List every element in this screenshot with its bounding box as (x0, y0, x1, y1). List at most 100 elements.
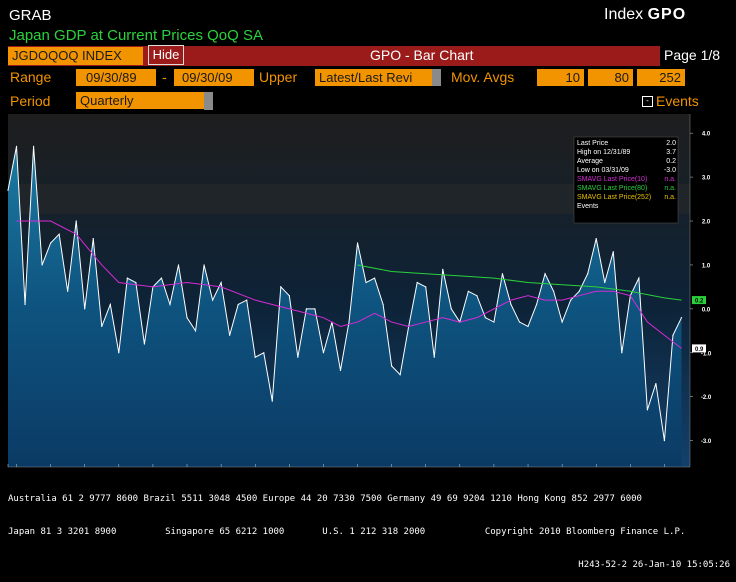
legend-label: SMAVG Last Price(252) (577, 194, 652, 201)
y-tick-label: 1.0 (702, 263, 711, 269)
y-tick-label: -1.0 (701, 351, 712, 357)
data-point-last-price (220, 281, 222, 284)
data-point-last-price (646, 409, 648, 411)
data-point-last-price (246, 299, 248, 301)
data-point-last-price (433, 356, 435, 358)
data-point-last-price (58, 233, 60, 235)
mov-avg-2-field[interactable]: 80 (588, 69, 633, 86)
data-point-last-price (484, 317, 486, 319)
data-point-last-price (15, 145, 18, 147)
chart-area: 4.03.02.01.00.0-1.0-2.0-3.00.20.99199019… (7, 114, 712, 468)
series-line-last-price (7, 146, 682, 441)
range-end-field[interactable]: 09/30/09 (174, 69, 254, 86)
legend-text: Last Price 2.0 High on 12/31/89 3.7 Average 0… (577, 139, 676, 211)
period-dropdown-handle[interactable] (204, 92, 213, 110)
index-prefix: Index (604, 6, 644, 23)
legend-label: Low on 03/31/09 (577, 167, 629, 174)
range-dash: - (162, 69, 167, 85)
data-point-last-price (177, 264, 180, 266)
data-point-last-price (416, 281, 418, 284)
mov-avgs-label: Mov. Avgs (451, 69, 515, 85)
function-bar (8, 46, 730, 66)
data-point-last-price (382, 303, 384, 306)
data-point-last-price (271, 400, 273, 402)
data-point-last-price (92, 237, 94, 240)
data-point-last-price (570, 299, 572, 301)
y-tick-label: 0.0 (702, 307, 711, 313)
mov-avg-3-field[interactable]: 252 (637, 69, 685, 86)
data-point-last-price (75, 220, 77, 222)
data-point-last-price (32, 145, 35, 147)
legend-value: 2.0 (666, 140, 676, 147)
data-point-last-price (212, 299, 214, 301)
range-start-field[interactable]: 09/30/89 (76, 69, 156, 86)
data-point-last-price (84, 308, 86, 310)
value-tag-bg (692, 296, 706, 305)
data-point-last-price (373, 277, 376, 279)
legend-value: -3.0 (663, 167, 676, 174)
index-header: Index GPO (604, 6, 686, 24)
chart-legend (573, 136, 679, 224)
data-point-last-price (118, 352, 120, 354)
data-point-last-price (126, 277, 128, 279)
legend-label: Events (577, 203, 599, 210)
data-point-last-price (587, 273, 589, 275)
legend-label: Last Price (577, 140, 609, 147)
data-point-last-price (544, 273, 546, 275)
data-point-last-price (348, 321, 350, 323)
period-label: Period (10, 93, 51, 109)
data-point-last-price (194, 330, 197, 332)
legend-label: SMAVG Last Price(80) (577, 185, 648, 192)
data-point-last-price (237, 303, 239, 306)
upper-dropdown-handle[interactable] (432, 69, 441, 86)
upper-select[interactable]: Latest/Last Revi (315, 69, 432, 86)
data-point-last-price (527, 325, 529, 328)
hide-button[interactable]: Hide (148, 45, 184, 65)
data-point-last-price (135, 281, 137, 284)
data-point-last-price (101, 325, 103, 328)
data-point-last-price (612, 251, 614, 253)
period-select[interactable]: Quarterly (76, 92, 204, 109)
chart-title: GPO - Bar Chart (370, 47, 474, 63)
legend-row: SMAVG Last Price(252) n.a. (577, 193, 676, 202)
legend-row: Events (577, 202, 676, 211)
events-checkbox[interactable]: - (642, 96, 653, 107)
security-field[interactable]: JGDOQOQ INDEX (8, 47, 143, 65)
page-title: Japan GDP at Current Prices QoQ SA (9, 27, 263, 44)
data-point-last-price (638, 277, 640, 279)
y-tick-label: 3.0 (702, 176, 711, 182)
upper-label: Upper (259, 69, 298, 85)
data-point-last-price (41, 264, 43, 266)
data-point-last-price (501, 273, 504, 275)
legend-row: SMAVG Last Price(80) n.a. (577, 184, 676, 193)
events-label: Events (656, 93, 699, 109)
legend-row: Last Price 2.0 (577, 139, 676, 148)
data-point-last-price (442, 268, 444, 270)
data-point-last-price (288, 295, 290, 297)
legend-row: Average 0.2 (577, 157, 676, 166)
legend-value: n.a. (664, 185, 676, 192)
data-point-last-price (160, 277, 163, 279)
data-point-last-price (655, 382, 657, 385)
grab-label: GRAB (9, 7, 52, 24)
series-area-last-price (8, 146, 682, 467)
data-point-last-price (143, 343, 145, 345)
data-point-last-price (621, 352, 623, 354)
data-point-last-price (578, 290, 580, 292)
data-point-last-price (314, 308, 316, 310)
data-point-last-price (663, 440, 666, 442)
mov-avg-1-field[interactable]: 10 (537, 69, 584, 86)
data-point-last-price (203, 264, 205, 266)
y-tick-label: -3.0 (701, 439, 712, 445)
data-point-last-price (604, 281, 606, 284)
data-point-last-price (467, 290, 469, 292)
y-tick-label: -2.0 (701, 395, 712, 401)
data-point-last-price (553, 290, 555, 292)
data-point-last-price (595, 237, 597, 240)
data-point-last-price (7, 189, 9, 191)
legend-label: Average (577, 158, 603, 165)
footer-line-2: Japan 81 3 3201 8900 Singapore 65 6212 1… (8, 527, 686, 537)
footer: Australia 61 2 9777 8600 Brazil 5511 304… (8, 472, 730, 582)
legend-value: 3.7 (666, 149, 676, 156)
data-point-last-price (229, 334, 231, 336)
